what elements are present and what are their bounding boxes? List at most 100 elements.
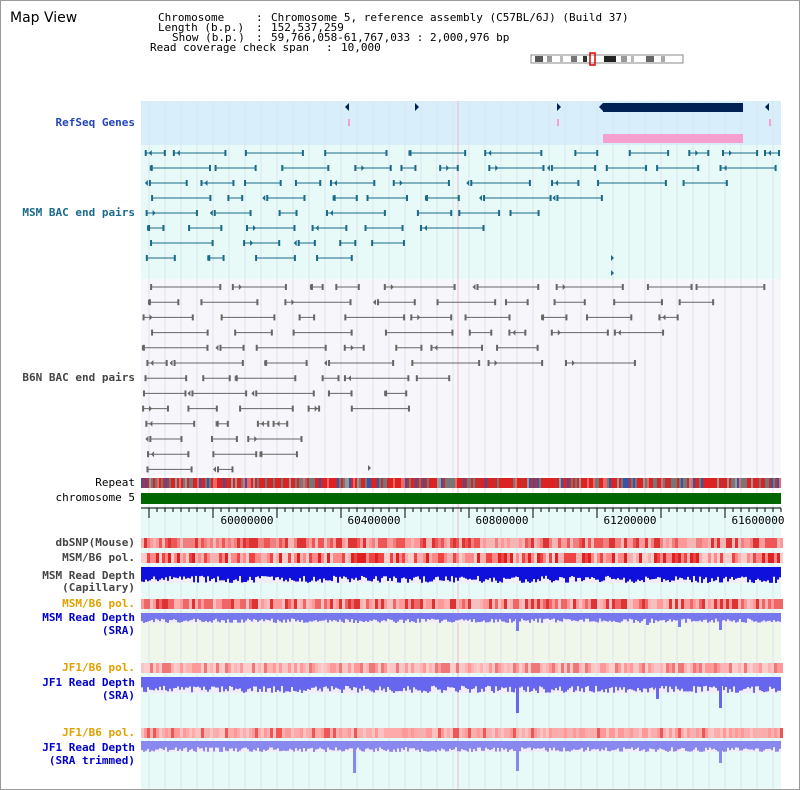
repeat-track[interactable] bbox=[141, 478, 781, 488]
msm-b6-pol-cell bbox=[198, 553, 201, 563]
chromosome-ideogram[interactable] bbox=[530, 52, 684, 66]
jf1-b6-pol2-cell bbox=[756, 728, 759, 738]
jf1-b6-pol2-cell bbox=[210, 728, 213, 738]
msm-b6-pol2-cell bbox=[429, 599, 432, 609]
msm-b6-pol2-cell bbox=[327, 599, 330, 609]
jf1-depth-trim-bar bbox=[245, 741, 247, 748]
dbsnp-cell bbox=[615, 538, 618, 548]
msm-bac-end bbox=[540, 150, 543, 156]
msm-depth-sra-bar bbox=[587, 613, 589, 619]
dbsnp-cell bbox=[279, 538, 282, 548]
msm-depth-sra-bar bbox=[295, 613, 297, 622]
refseq-genes-track[interactable] bbox=[345, 103, 771, 143]
repeat-element bbox=[309, 478, 311, 488]
b6n-bac-end bbox=[508, 314, 511, 321]
msm-depth-sra-bar bbox=[545, 613, 547, 619]
dbsnp-cell bbox=[159, 538, 162, 548]
repeat-element bbox=[761, 478, 763, 488]
jf1-depth-trim-bar bbox=[575, 741, 577, 750]
jf1-b6-pol2-cell bbox=[708, 728, 711, 738]
msm-depth-sra-bar bbox=[155, 613, 157, 619]
msm-depth-capillary-bar bbox=[245, 567, 247, 582]
jf1-depth-sra-bar bbox=[755, 677, 757, 687]
chromosome-bar[interactable] bbox=[141, 493, 781, 504]
jf1-b6-pol2-cell bbox=[702, 728, 705, 738]
jf1-b6-pol-cell bbox=[447, 663, 450, 673]
msm-depth-sra-bar bbox=[239, 613, 241, 623]
repeat-element bbox=[379, 478, 381, 488]
jf1-depth-trim-bar bbox=[199, 741, 201, 749]
msm-depth-sra-bar bbox=[207, 613, 209, 623]
jf1-b6-pol2-cell bbox=[618, 728, 621, 738]
b6n-bac-end bbox=[536, 344, 539, 351]
jf1-b6-pol2-cell bbox=[147, 728, 150, 738]
jf1-b6-pol2-cell bbox=[744, 728, 747, 738]
jf1-b6-pol-cell bbox=[285, 663, 288, 673]
msm-b6-pol2-cell bbox=[543, 599, 546, 609]
jf1-depth-trim-bar bbox=[275, 741, 277, 750]
repeat-element bbox=[675, 478, 677, 488]
repeat-element bbox=[567, 478, 569, 488]
msm-bac-end bbox=[241, 195, 244, 201]
repeat-element bbox=[427, 478, 429, 488]
repeat-element bbox=[149, 478, 151, 488]
msm-b6-pol2-cell bbox=[282, 599, 285, 609]
heat-tracks[interactable] bbox=[141, 538, 783, 738]
repeat-element bbox=[763, 478, 765, 488]
jf1-depth-sra-bar bbox=[659, 677, 661, 689]
jf1-depth-trim-bar bbox=[547, 741, 549, 752]
jf1-b6-pol-cell bbox=[408, 663, 411, 673]
jf1-depth-trim-bar bbox=[495, 741, 497, 752]
msm-depth-capillary-bar bbox=[767, 567, 769, 581]
b6n-bac-end bbox=[284, 299, 287, 306]
b6n-bac-track[interactable] bbox=[141, 284, 766, 473]
msm-depth-capillary-bar bbox=[455, 567, 457, 578]
jf1-depth-trim-bar bbox=[441, 741, 443, 749]
jf1-depth-trim-bar bbox=[669, 741, 671, 751]
msm-depth-capillary-bar bbox=[449, 567, 451, 582]
jf1-depth-sra-sublabel: (SRA) bbox=[101, 689, 135, 702]
repeat-element bbox=[175, 478, 177, 488]
msm-depth-capillary-bar bbox=[757, 567, 759, 579]
msm-bac-end bbox=[401, 225, 404, 231]
jf1-depth-trim-bar bbox=[319, 741, 321, 748]
msm-depth-capillary-bar bbox=[657, 567, 659, 578]
jf1-b6-pol2-cell bbox=[429, 728, 432, 738]
msm-depth-capillary-bar bbox=[487, 567, 489, 580]
jf1-depth-trim-bar bbox=[163, 741, 165, 751]
jf1-b6-pol-cell bbox=[687, 663, 690, 673]
forward-arrow-icon bbox=[415, 103, 419, 111]
msm-depth-sra-bar bbox=[625, 613, 627, 620]
jf1-b6-pol2-cell bbox=[597, 728, 600, 738]
repeat-element bbox=[463, 478, 465, 488]
jf1-depth-sra-bar bbox=[371, 677, 373, 692]
msm-bac-track[interactable] bbox=[144, 150, 780, 276]
repeat-element bbox=[539, 478, 541, 488]
msm-depth-sra-bar bbox=[173, 613, 175, 620]
msm-b6-pol-cell bbox=[657, 553, 660, 563]
msm-b6-pol2-cell bbox=[396, 599, 399, 609]
jf1-b6-pol-cell bbox=[264, 663, 267, 673]
jf1-depth-trim-bar bbox=[739, 741, 741, 751]
jf1-b6-pol-cell bbox=[669, 663, 672, 673]
jf1-depth-trim-bar bbox=[667, 741, 669, 752]
dbsnp-cell bbox=[711, 538, 714, 548]
jf1-b6-pol2-cell bbox=[270, 728, 273, 738]
jf1-depth-trim-bar bbox=[653, 741, 655, 750]
jf1-depth-trim-bar bbox=[309, 741, 311, 749]
msm-b6-pol2-cell bbox=[435, 599, 438, 609]
jf1-b6-pol-cell bbox=[648, 663, 651, 673]
msm-bac-end bbox=[172, 150, 175, 156]
msm-b6-pol2-cell bbox=[174, 599, 177, 609]
dbsnp-cell bbox=[528, 538, 531, 548]
jf1-b6-pol-cell bbox=[360, 663, 363, 673]
jf1-depth-trim-bar bbox=[579, 741, 581, 750]
dbsnp-cell bbox=[501, 538, 504, 548]
jf1-depth-sra-bar bbox=[557, 677, 559, 691]
jf1-b6-pol2-cell bbox=[165, 728, 168, 738]
repeat-element bbox=[455, 478, 457, 488]
jf1-depth-sra-bar bbox=[707, 677, 709, 691]
depth-tracks[interactable] bbox=[141, 567, 781, 773]
msm-bac-end bbox=[151, 195, 154, 201]
jf1-depth-sra-bar bbox=[225, 677, 227, 690]
